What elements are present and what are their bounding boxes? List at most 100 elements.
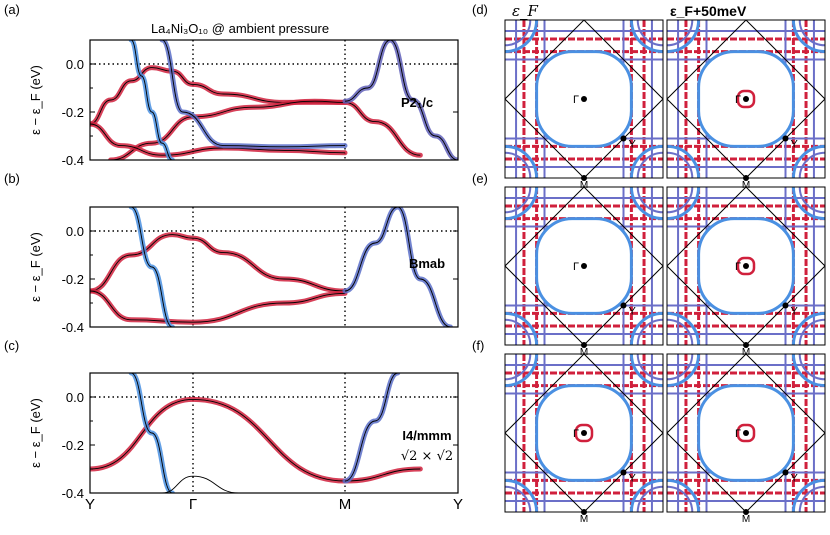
band-b-1 <box>90 290 346 323</box>
y-label: Y <box>791 306 799 318</box>
gamma-point <box>743 96 749 102</box>
y-label: Y <box>629 306 637 318</box>
panel-label-b: (b) <box>4 171 20 186</box>
xtick-label: M <box>339 496 352 513</box>
column-label-ef-50mev: ε_F+50meV <box>670 3 747 19</box>
band-c-2-halo <box>342 373 401 484</box>
y-point <box>782 469 789 476</box>
small-gamma-pocket <box>736 256 756 276</box>
gamma-point <box>743 263 749 269</box>
y-point <box>620 469 627 476</box>
band-a-4-halo <box>159 40 348 150</box>
band-frame-b <box>89 206 459 328</box>
gamma-label: Γ <box>735 94 741 106</box>
column-label-ef: ε_F <box>512 2 539 20</box>
y-point <box>782 302 789 309</box>
gamma-label: Γ <box>573 428 579 440</box>
ytick-label: -0.2 <box>62 272 84 287</box>
xtick-label: Y <box>453 496 463 513</box>
fermi-surface-panels: Γ Y M Γ Y M Γ Y M Γ Y M Γ Y M Γ Y M <box>504 19 826 525</box>
space-group-b: Bmab <box>409 256 445 271</box>
brillouin-zone <box>667 354 825 512</box>
ylabel-c: ε − ε_F (eV) <box>28 398 43 468</box>
band-a-2-halo <box>90 121 348 158</box>
fermi-surface-f-1: Γ Y M <box>504 353 664 525</box>
xtick-label: Γ <box>189 496 197 513</box>
m-point <box>581 509 587 515</box>
ytick-label: 0.0 <box>66 224 84 239</box>
band-a-5 <box>344 40 458 160</box>
ytick-label: -0.2 <box>62 438 84 453</box>
ytick-label: -0.4 <box>62 153 84 168</box>
y-point <box>782 135 789 142</box>
m-point <box>743 175 749 181</box>
band-c-0 <box>90 398 421 482</box>
y-label: Y <box>629 473 637 485</box>
m-label: M <box>742 180 750 191</box>
panel-label-a: (a) <box>4 2 20 17</box>
small-gamma-pocket <box>736 423 756 443</box>
band-a-2 <box>90 123 346 156</box>
band-frame-a <box>89 39 459 161</box>
gamma-label: Γ <box>573 261 579 273</box>
m-point <box>743 509 749 515</box>
fermi-surface-d-2: Γ Y M <box>666 19 826 191</box>
y-point <box>620 135 627 142</box>
panel-label-e: (e) <box>472 171 488 186</box>
panel-label-f: (f) <box>472 338 484 353</box>
band-b-1-halo <box>90 288 348 325</box>
gamma-point <box>581 96 587 102</box>
band-c-1 <box>130 373 173 493</box>
y-label: Y <box>791 473 799 485</box>
m-label: M <box>580 514 588 525</box>
band-frame-c <box>89 372 459 494</box>
small-gamma-pocket <box>574 423 594 443</box>
brillouin-zone <box>505 20 663 178</box>
fermi-surface-e-2: Γ Y M <box>666 186 826 358</box>
fermi-surface-f-2: Γ Y M <box>666 353 826 525</box>
brillouin-zone <box>667 187 825 345</box>
brillouin-zone <box>505 187 663 345</box>
y-label: Y <box>791 139 799 151</box>
ytick-label: -0.2 <box>62 105 84 120</box>
gamma-point <box>581 263 587 269</box>
brillouin-zone <box>667 20 825 178</box>
y-label: Y <box>629 139 637 151</box>
m-label: M <box>742 347 750 358</box>
m-label: M <box>580 347 588 358</box>
small-gamma-pocket <box>736 89 756 109</box>
y-point <box>620 302 627 309</box>
band-panel-b: 0.0 -0.2 -0.4 ε − ε_F (eV) <box>28 206 459 335</box>
m-point <box>581 175 587 181</box>
space-group-c: I4/mmm <box>402 428 451 443</box>
band-b-0 <box>90 234 346 292</box>
gamma-point <box>581 430 587 436</box>
gamma-label: Γ <box>735 428 741 440</box>
band-c-3 <box>162 475 239 493</box>
gamma-label: Γ <box>573 94 579 106</box>
band-panel-c: 0.0 -0.2 -0.4 ε − ε_F (eV) Y Γ M Y <box>28 372 463 513</box>
brillouin-zone <box>505 354 663 512</box>
m-point <box>743 342 749 348</box>
m-point <box>581 342 587 348</box>
figure-title: La₄Ni₃O₁₀ @ ambient pressure <box>151 21 329 36</box>
m-label: M <box>580 180 588 191</box>
m-label: M <box>742 514 750 525</box>
space-group-a: P2₁/c <box>401 95 433 110</box>
band-a-3 <box>130 40 173 160</box>
panel-label-d: (d) <box>472 2 488 17</box>
band-panel-a: 0.0 -0.2 -0.4 ε − ε_F (eV) <box>28 39 459 168</box>
ylabel-a: ε − ε_F (eV) <box>28 65 43 135</box>
gamma-label: Γ <box>735 261 741 273</box>
ylabel-b: ε − ε_F (eV) <box>28 232 43 302</box>
band-a-4 <box>161 40 346 148</box>
band-c-0-halo <box>90 396 423 484</box>
fermi-surface-d-1: Γ Y M <box>504 19 664 191</box>
ytick-label: -0.4 <box>62 486 84 501</box>
fermi-surface-e-1: Γ Y M <box>504 186 664 358</box>
xtick-label: Y <box>85 496 95 513</box>
panel-label-c: (c) <box>4 338 19 353</box>
ytick-label: 0.0 <box>66 390 84 405</box>
ytick-label: -0.4 <box>62 320 84 335</box>
